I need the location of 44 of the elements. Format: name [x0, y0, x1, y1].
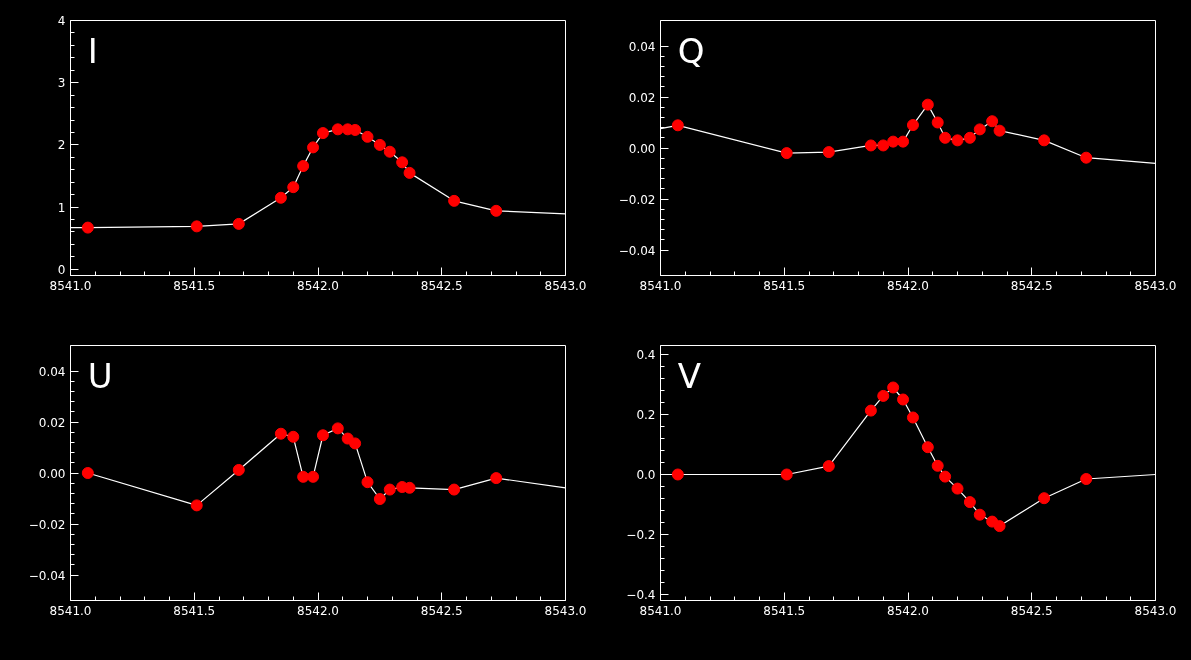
y-tick-label: −0.4: [626, 588, 656, 602]
y-tick-label: −0.04: [28, 568, 66, 583]
x-tick-label: 8541.5: [763, 278, 806, 293]
x-tick-label: 8541.5: [173, 278, 216, 293]
y-tick-label: −0.02: [618, 192, 656, 207]
y-tick-label: −0.04: [618, 243, 656, 258]
chart-title: Q: [677, 30, 705, 71]
x-tick-label: 8542.5: [1010, 278, 1053, 293]
x-tick-label: 8542.5: [1010, 603, 1053, 618]
x-tick-label: 8541.0: [639, 603, 682, 618]
y-tick-label: 2: [57, 138, 66, 153]
y-tick-label: 0.2: [636, 408, 656, 422]
x-tick-label: 8541.0: [49, 603, 92, 618]
y-tick-label: 0.00: [628, 141, 656, 156]
x-tick-label: 8543.0: [1134, 603, 1177, 618]
y-tick-label: 0.00: [38, 466, 66, 481]
x-tick-label: 8543.0: [544, 278, 587, 293]
y-tick-label: 0.02: [38, 415, 66, 430]
y-tick-label: 3: [57, 76, 66, 91]
y-tick-label: 0.04: [38, 364, 66, 379]
x-tick-label: 8541.0: [639, 278, 682, 293]
chart-title: U: [87, 355, 113, 396]
x-tick-label: 8543.0: [544, 603, 587, 618]
x-tick-label: 8542.0: [887, 603, 930, 618]
y-tick-label: 1: [57, 200, 66, 215]
y-tick-label: 0.02: [628, 90, 656, 105]
x-tick-label: 8542.0: [887, 278, 930, 293]
y-tick-label: 4: [57, 14, 66, 28]
y-tick-label: 0: [57, 262, 66, 277]
x-tick-label: 8543.0: [1134, 278, 1177, 293]
y-tick-label: −0.02: [28, 517, 66, 532]
y-tick-label: 0.4: [636, 348, 656, 362]
x-tick-label: 8542.0: [297, 278, 340, 293]
y-tick-label: −0.2: [626, 528, 656, 542]
x-tick-label: 8542.5: [420, 603, 463, 618]
chart-title: V: [677, 355, 702, 396]
y-tick-label: 0.0: [636, 468, 656, 482]
x-tick-label: 8542.0: [297, 603, 340, 618]
chart-title: I: [87, 30, 98, 71]
x-tick-label: 8541.5: [173, 603, 216, 618]
y-tick-label: 0.04: [628, 39, 656, 54]
x-tick-label: 8542.5: [420, 278, 463, 293]
x-tick-label: 8541.0: [49, 278, 92, 293]
x-tick-label: 8541.5: [763, 603, 806, 618]
